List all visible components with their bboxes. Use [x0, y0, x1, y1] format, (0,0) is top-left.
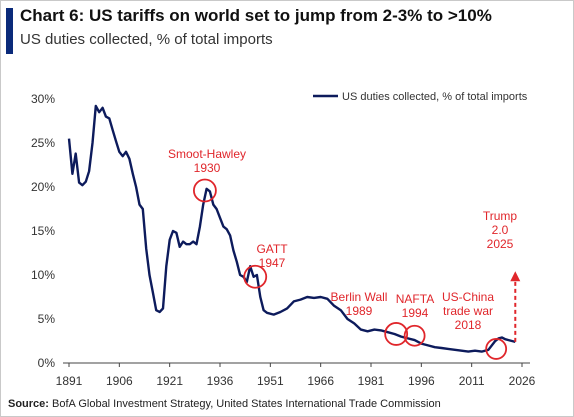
y-tick-label: 10% [31, 268, 55, 282]
annotation-circle [384, 322, 409, 346]
x-tick-label: 1996 [408, 374, 435, 388]
annotation-label-line: GATT [256, 242, 288, 256]
annotation-label-line: Trump [483, 209, 518, 223]
x-tick-label: 1966 [307, 374, 334, 388]
legend-label: US duties collected, % of total imports [342, 91, 528, 103]
annotation-label-line: Berlin Wall [331, 290, 388, 304]
annotation-label: Smoot-Hawley 1930 [168, 147, 246, 175]
source-label: Source: [8, 398, 49, 410]
annotation-circle [243, 264, 268, 289]
annotation-label-line: 2018 [455, 318, 482, 332]
annotation-label: NAFTA 1994 [396, 292, 434, 320]
annotation-label-line: 2025 [487, 237, 514, 251]
annotation-label-line: 1989 [346, 304, 373, 318]
annotation-circle [192, 178, 217, 203]
annotation-label-line: NAFTA [396, 292, 434, 306]
x-tick-label: 1891 [56, 374, 83, 388]
chart-title: Chart 6: US tariffs on world set to jump… [20, 6, 492, 25]
x-tick-label: 1981 [358, 374, 385, 388]
annotation-label-line: US-China [442, 290, 494, 304]
annotation-label-line: 2.0 [492, 223, 509, 237]
annotation-circle [485, 338, 508, 360]
annotation-label: US-China trade war 2018 [442, 290, 494, 332]
source-text: BofA Global Investment Strategy, United … [52, 398, 441, 410]
annotation-label: Berlin Wall 1989 [331, 290, 388, 318]
series-line [67, 104, 516, 353]
x-tick-label: 2011 [459, 374, 485, 388]
x-tick-label: 2026 [509, 374, 536, 388]
annotation-label: GATT 1947 [256, 242, 288, 270]
annotation-label-line: 1994 [402, 306, 429, 320]
y-tick-label: 5% [38, 312, 56, 326]
annotation-label-line: 1947 [259, 256, 286, 270]
chart-subtitle: US duties collected, % of total imports [20, 31, 273, 48]
y-tick-label: 15% [31, 224, 55, 238]
y-tick-label: 0% [38, 356, 56, 370]
annotation-label-line: 1930 [194, 161, 221, 175]
y-tick-label: 20% [31, 180, 55, 194]
annotation-label: Trump 2.0 2025 [483, 209, 518, 251]
y-tick-label: 25% [31, 136, 55, 150]
projection-arrowhead [510, 271, 521, 282]
annotation-circle [403, 324, 426, 347]
x-tick-label: 1921 [156, 374, 183, 388]
source-note: Source: BofA Global Investment Strategy,… [8, 398, 441, 410]
title-accent-bar [6, 8, 13, 54]
y-tick-label: 30% [31, 92, 55, 106]
annotation-label-line: trade war [443, 304, 493, 318]
x-tick-label: 1936 [207, 374, 234, 388]
x-tick-label: 1906 [106, 374, 133, 388]
x-tick-label: 1951 [257, 374, 284, 388]
annotation-label-line: Smoot-Hawley [168, 147, 246, 161]
